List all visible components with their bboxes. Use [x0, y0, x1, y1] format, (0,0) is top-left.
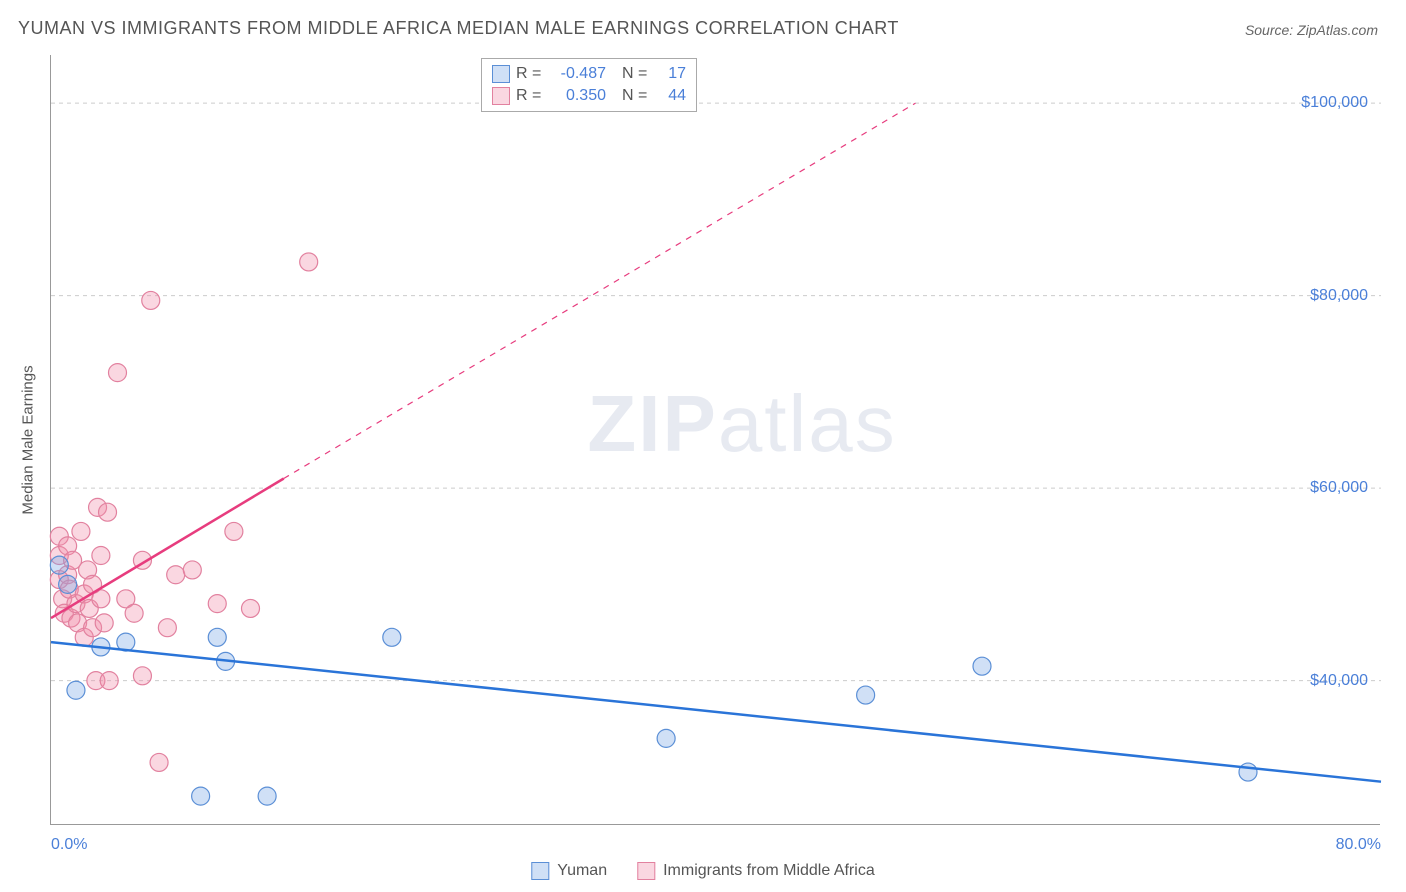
plot-area: ZIPatlas R = -0.487 N = 17 R = 0.350 N =… — [50, 55, 1380, 825]
xtick-label: 0.0% — [51, 836, 87, 854]
legend-item-immigrants: Immigrants from Middle Africa — [637, 862, 875, 880]
ytick-label: $80,000 — [1310, 287, 1368, 305]
n-value-immigrants: 44 — [656, 85, 686, 107]
ytick-label: $60,000 — [1310, 479, 1368, 497]
legend-label-yuman: Yuman — [557, 862, 607, 880]
legend-stats-row-immigrants: R = 0.350 N = 44 — [492, 85, 686, 107]
chart-title: YUMAN VS IMMIGRANTS FROM MIDDLE AFRICA M… — [18, 18, 899, 39]
yaxis-title: Median Male Earnings — [20, 365, 37, 514]
ytick-label: $100,000 — [1301, 94, 1368, 112]
n-label: N = — [622, 85, 650, 107]
n-label: N = — [622, 63, 650, 85]
source-attribution: Source: ZipAtlas.com — [1245, 22, 1378, 38]
legend-bottom: Yuman Immigrants from Middle Africa — [531, 862, 874, 880]
swatch-yuman — [531, 862, 549, 880]
legend-stats-box: R = -0.487 N = 17 R = 0.350 N = 44 — [481, 58, 697, 112]
r-value-yuman: -0.487 — [548, 63, 606, 85]
chart-svg — [51, 55, 1380, 824]
xtick-label: 80.0% — [1336, 836, 1381, 854]
r-label: R = — [516, 63, 542, 85]
swatch-immigrants — [492, 87, 510, 105]
legend-label-immigrants: Immigrants from Middle Africa — [663, 862, 875, 880]
legend-item-yuman: Yuman — [531, 862, 607, 880]
swatch-yuman — [492, 65, 510, 83]
legend-stats-row-yuman: R = -0.487 N = 17 — [492, 63, 686, 85]
swatch-immigrants — [637, 862, 655, 880]
r-value-immigrants: 0.350 — [548, 85, 606, 107]
r-label: R = — [516, 85, 542, 107]
n-value-yuman: 17 — [656, 63, 686, 85]
ytick-label: $40,000 — [1310, 672, 1368, 690]
